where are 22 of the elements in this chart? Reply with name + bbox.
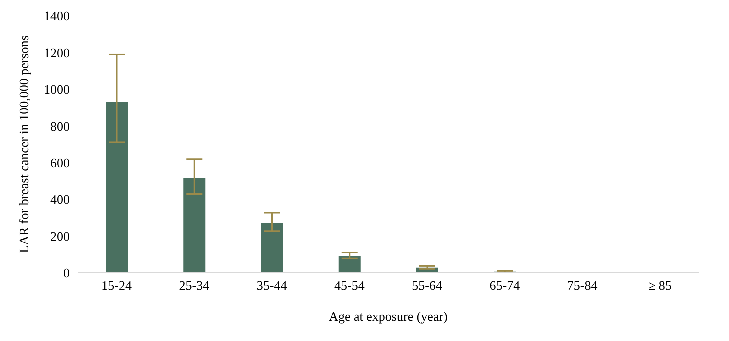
x-tick-label: 35-44: [256, 278, 288, 294]
y-tick-label: 0: [64, 266, 70, 281]
y-tick-label: 400: [50, 192, 70, 208]
y-tick-label: 200: [50, 228, 70, 244]
y-tick-label: 1200: [44, 45, 70, 60]
x-tick-label: 75-84: [567, 278, 598, 294]
y-tick-label: 800: [50, 118, 70, 134]
bar: [184, 178, 206, 273]
x-tick-label: ≥ 85: [648, 278, 672, 294]
bar: [106, 102, 128, 273]
y-tick-label: 600: [50, 155, 70, 170]
bar: [261, 223, 284, 273]
x-tick-label: 45-54: [334, 278, 366, 294]
bar: [338, 256, 361, 273]
y-tick-label: 1400: [44, 8, 70, 24]
x-tick-label: 15-24: [102, 278, 132, 294]
y-axis-title: LAR for breast cancer in 100,000 persons: [16, 36, 32, 254]
x-tick-label: 65-74: [490, 278, 521, 294]
x-tick-label: 25-34: [179, 278, 210, 294]
x-tick-label: 55-64: [412, 278, 443, 294]
x-axis-title: Age at exposure (year): [329, 309, 448, 324]
y-tick-label: 1000: [44, 82, 70, 98]
